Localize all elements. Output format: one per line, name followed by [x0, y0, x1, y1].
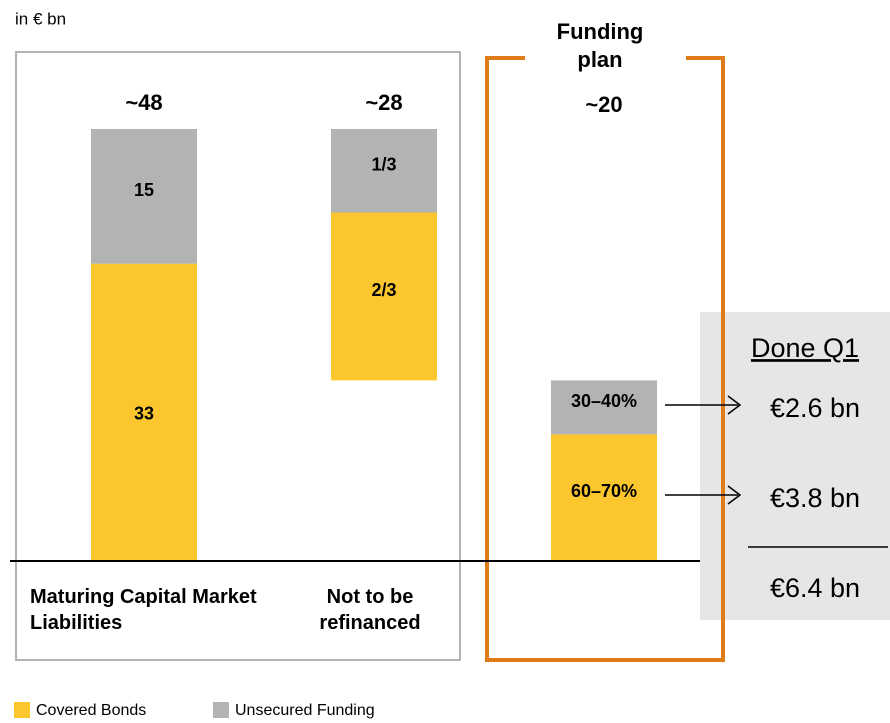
bar-segment	[91, 129, 197, 264]
bar-segment	[91, 263, 197, 560]
unit-label: in € bn	[15, 9, 66, 28]
done-item: €2.6 bn	[770, 393, 860, 423]
total-label: ~48	[125, 90, 162, 115]
category-label: Maturing Capital Market Liabilities	[30, 586, 257, 634]
done-item: €3.8 bn	[770, 483, 860, 513]
category-label: Funding plan	[556, 19, 644, 72]
segment-label: 15	[134, 180, 154, 200]
done-title: Done Q1	[751, 333, 859, 363]
arrow-head	[727, 485, 742, 505]
total-label: ~28	[365, 90, 402, 115]
segment-label: 2/3	[371, 280, 396, 300]
group-box	[15, 51, 461, 661]
bar-segment	[331, 129, 437, 213]
segment-label: 60–70%	[571, 481, 637, 501]
legend-swatch	[14, 702, 30, 718]
legend-label: Unsecured Funding	[235, 702, 375, 719]
bar-segment	[331, 212, 437, 381]
bar-segment	[551, 434, 657, 560]
category-label: Not to be refinanced	[319, 586, 421, 634]
segment-label: 33	[134, 404, 154, 424]
bar-segment	[551, 380, 657, 435]
segment-label: 30–40%	[571, 391, 637, 411]
funding-bracket	[485, 56, 725, 662]
legend-swatch	[213, 702, 229, 718]
total-label: ~20	[585, 92, 622, 117]
arrow-head	[727, 395, 742, 415]
done-total: €6.4 bn	[770, 573, 860, 603]
legend-label: Covered Bonds	[36, 702, 146, 719]
segment-label: 1/3	[371, 155, 396, 175]
done-panel	[700, 312, 890, 620]
